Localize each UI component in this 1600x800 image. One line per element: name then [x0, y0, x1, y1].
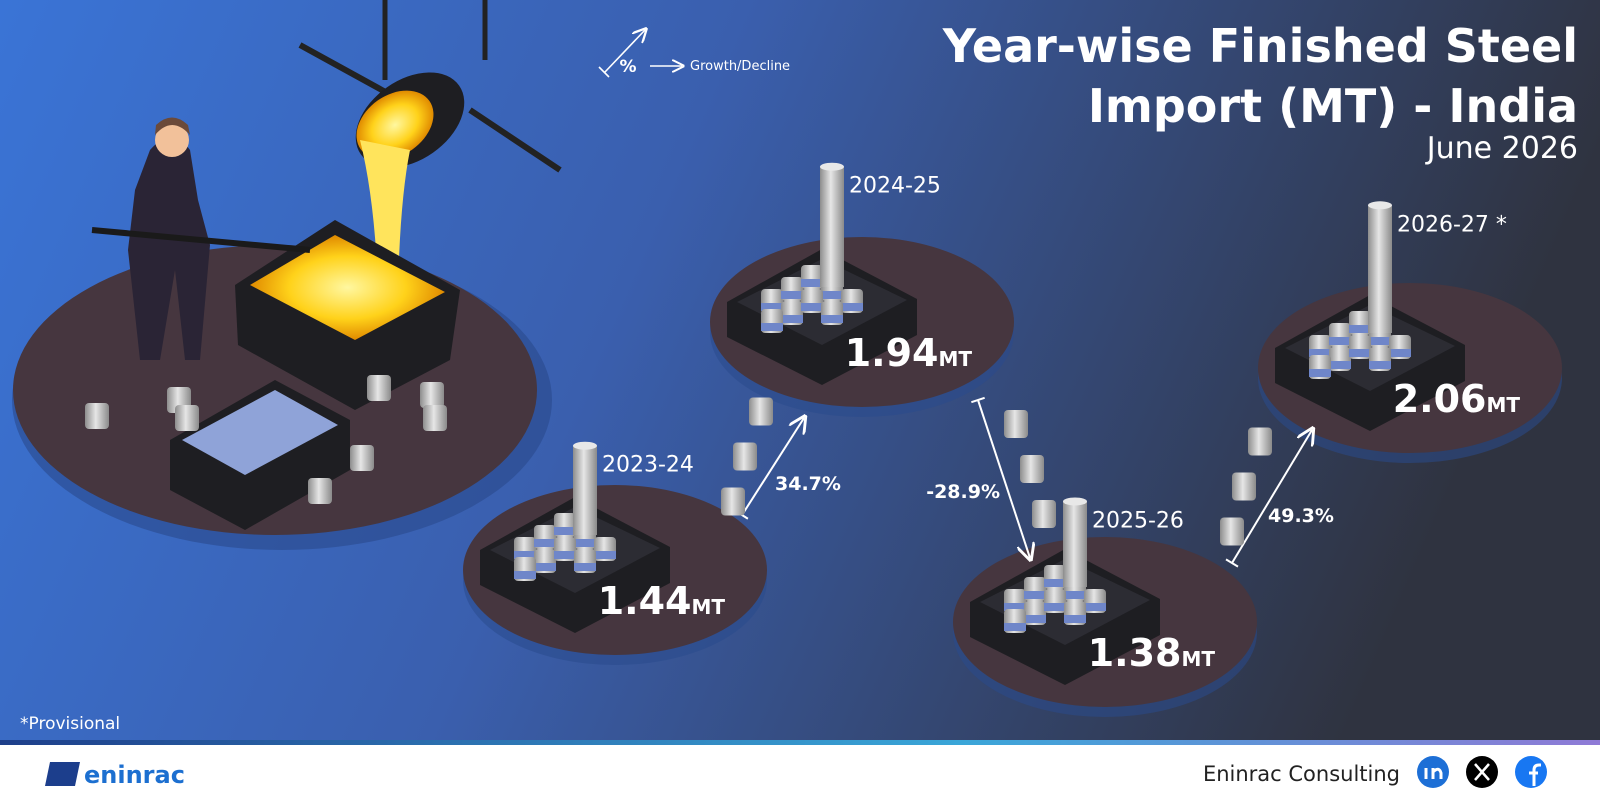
- loose-ingot: [1020, 455, 1044, 483]
- ingot-band: [1329, 361, 1351, 369]
- ingot-band: [1369, 337, 1391, 345]
- loose-ingot: [733, 442, 757, 471]
- ingot-band: [534, 563, 556, 571]
- ingot-band: [594, 551, 616, 559]
- ingot-band: [1389, 349, 1411, 357]
- ingot-band: [574, 563, 596, 571]
- value-text: 1.94MT: [845, 331, 973, 375]
- growth-arrow: [1231, 430, 1312, 564]
- ingot-band: [1369, 361, 1391, 369]
- brand: eninrac: [84, 761, 185, 789]
- loose-ingot: [1232, 472, 1256, 501]
- legend: % Growth/Decline: [598, 30, 790, 78]
- subtitle: June 2026: [1425, 131, 1578, 166]
- value-text: 1.38MT: [1088, 631, 1216, 675]
- ingot-band: [1329, 337, 1351, 345]
- ingot-band: [1044, 579, 1066, 587]
- ingot-band: [514, 551, 536, 559]
- ingot-band: [841, 303, 863, 311]
- title-line: Year-wise Finished Steel: [942, 19, 1578, 73]
- ingot-band: [1064, 591, 1086, 599]
- social-icons: [1417, 756, 1547, 788]
- ingot-band: [761, 303, 783, 311]
- growth-label: 34.7%: [775, 473, 841, 495]
- legend-label: Growth/Decline: [690, 59, 790, 74]
- ingot-band: [1044, 603, 1066, 611]
- pillar-top: [573, 441, 597, 450]
- ingot-band: [554, 551, 576, 559]
- ingot-band: [1309, 369, 1331, 377]
- loose-ingot: [1248, 427, 1272, 456]
- value-label: 1.94: [845, 331, 939, 375]
- pillar-top: [1063, 497, 1087, 506]
- footnote: *Provisional: [20, 714, 120, 734]
- ingot-band: [1024, 591, 1046, 599]
- value-text: 1.44MT: [598, 579, 726, 623]
- ingot-band: [1004, 623, 1026, 631]
- growth-arrow: [741, 418, 804, 516]
- pillar-top: [820, 162, 844, 171]
- growth-label: -28.9%: [926, 481, 1000, 503]
- ingot-band: [781, 315, 803, 323]
- ingot-band: [821, 291, 843, 299]
- ingot-band: [781, 291, 803, 299]
- pillar: [1368, 205, 1392, 333]
- growth-arrow-tee: [971, 396, 985, 404]
- ingot-band: [821, 315, 843, 323]
- value-label: 1.44: [598, 579, 692, 623]
- growth-arrow-tee: [1225, 558, 1239, 568]
- platform-group: 2024-25 1.94MT: [710, 162, 1014, 417]
- ingot-band: [1349, 325, 1371, 333]
- value-unit: MT: [1486, 393, 1520, 417]
- ingot-band: [534, 539, 556, 547]
- platform-group: 2026-27 * 2.06MT: [1258, 201, 1562, 463]
- pillar: [1063, 501, 1087, 587]
- loose-ingot: [749, 397, 773, 426]
- footer-strip: [0, 740, 1600, 745]
- ingot-band: [801, 279, 823, 287]
- growth-arrow: [977, 399, 1030, 558]
- footer-text: Eninrac Consulting: [1203, 762, 1400, 786]
- ingot-band: [1004, 603, 1026, 611]
- value-unit: MT: [938, 347, 972, 371]
- pillar-top: [1368, 201, 1392, 210]
- logo: eninrac: [45, 761, 185, 789]
- footer: [0, 740, 1600, 800]
- loose-ingot: [721, 487, 745, 516]
- growth-label: 49.3%: [1268, 505, 1334, 527]
- ingot-band: [514, 571, 536, 579]
- loose-ingot: [1032, 500, 1056, 528]
- legend-arrow-tee: [598, 66, 610, 78]
- ingot-band: [1309, 349, 1331, 357]
- foundry-scene: [12, 0, 562, 550]
- platform-group: 2025-26 1.38MT: [953, 497, 1257, 717]
- ingot-band: [761, 323, 783, 331]
- category-label: 2023-24: [602, 453, 694, 478]
- loose-ingot: [1004, 410, 1028, 438]
- ingot-band: [554, 527, 576, 535]
- pillar: [820, 166, 844, 287]
- category-label: 2026-27 *: [1397, 212, 1507, 237]
- category-label: 2024-25: [849, 174, 941, 199]
- ingot-band: [1349, 349, 1371, 357]
- plot: 2023-241.44MT2024-251.94MT2025-261.38MT2…: [463, 162, 1562, 717]
- ingot-band: [1024, 615, 1046, 623]
- value-label: 2.06: [1393, 377, 1487, 421]
- value-unit: MT: [691, 595, 725, 619]
- pillar: [573, 445, 597, 535]
- value-text: 2.06MT: [1393, 377, 1521, 421]
- title-line: Import (MT) - India: [1088, 79, 1578, 133]
- ingot-band: [574, 539, 596, 547]
- category-label: 2025-26: [1092, 508, 1184, 533]
- legend-symbol: %: [619, 57, 636, 77]
- value-label: 1.38: [1088, 631, 1182, 675]
- loose-ingot: [1220, 517, 1244, 546]
- value-unit: MT: [1181, 647, 1215, 671]
- ingot-band: [1084, 603, 1106, 611]
- ingot-band: [1064, 615, 1086, 623]
- legend-arrow: [604, 30, 645, 73]
- ingot-band: [801, 303, 823, 311]
- platform-group: 2023-24 1.44MT: [463, 441, 767, 665]
